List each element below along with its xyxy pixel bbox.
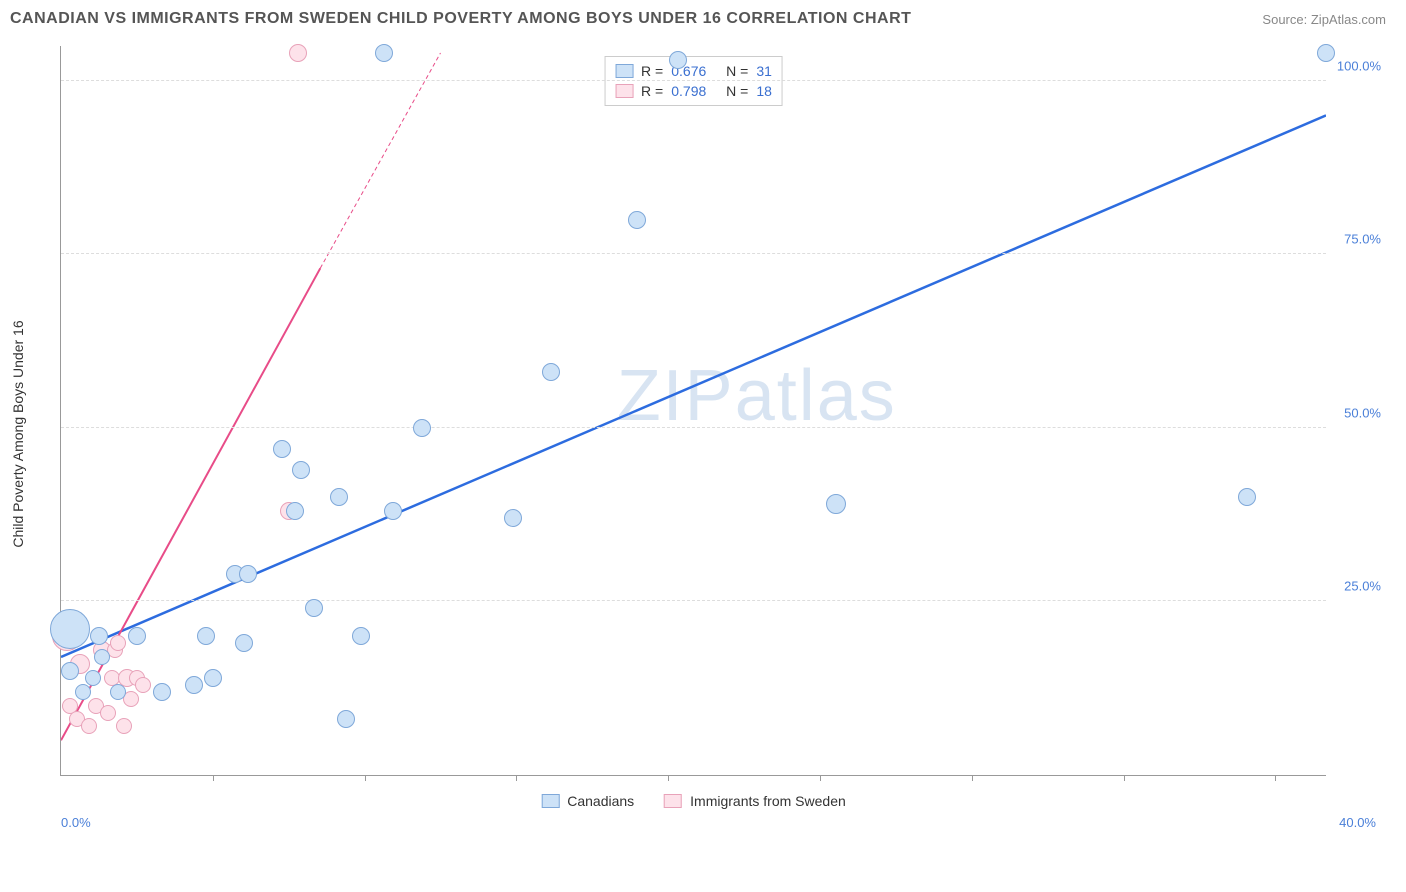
legend-row-canadians: R = 0.676 N = 31 (615, 61, 772, 81)
x-tick-mark (668, 775, 669, 781)
n-label: N = (726, 83, 748, 99)
swatch-pink (615, 84, 633, 98)
watermark-atlas: atlas (735, 356, 897, 436)
data-point-blue (1317, 44, 1335, 62)
watermark: ZIPatlas (617, 355, 897, 437)
source-link[interactable]: ZipAtlas.com (1311, 12, 1386, 27)
data-point-blue (153, 683, 171, 701)
data-point-blue (413, 419, 431, 437)
legend-row-sweden: R = 0.798 N = 18 (615, 81, 772, 101)
watermark-zip: ZIP (617, 356, 735, 436)
data-point-blue (669, 51, 687, 69)
data-point-blue (375, 44, 393, 62)
legend-item-canadians: Canadians (541, 793, 634, 809)
x-tick-mark (820, 775, 821, 781)
data-point-blue (85, 670, 101, 686)
x-tick-mark (972, 775, 973, 781)
data-point-blue (504, 509, 522, 527)
data-point-blue (292, 461, 310, 479)
swatch-blue (615, 64, 633, 78)
y-tick-label: 100.0% (1337, 58, 1381, 73)
r-label: R = (641, 63, 663, 79)
x-tick-mark (1275, 775, 1276, 781)
x-tick-mark (516, 775, 517, 781)
y-tick-label: 75.0% (1344, 232, 1381, 247)
data-point-blue (204, 669, 222, 687)
data-point-blue (542, 363, 560, 381)
x-tick-mark (365, 775, 366, 781)
chart-title: CANADIAN VS IMMIGRANTS FROM SWEDEN CHILD… (10, 10, 911, 28)
y-gridline (61, 427, 1326, 428)
r-value-pink: 0.798 (671, 83, 706, 99)
data-point-blue (305, 599, 323, 617)
swatch-pink (664, 794, 682, 808)
data-point-blue (628, 211, 646, 229)
data-point-blue (1238, 488, 1256, 506)
data-point-blue (94, 649, 110, 665)
data-point-blue (384, 502, 402, 520)
chart-area: Child Poverty Among Boys Under 16 ZIPatl… (50, 36, 1386, 816)
legend-item-sweden: Immigrants from Sweden (664, 793, 846, 809)
y-gridline (61, 600, 1326, 601)
data-point-pink (135, 677, 151, 693)
x-tick-label-min: 0.0% (61, 815, 91, 830)
swatch-blue (541, 794, 559, 808)
data-point-blue (286, 502, 304, 520)
chart-header: CANADIAN VS IMMIGRANTS FROM SWEDEN CHILD… (0, 0, 1406, 36)
data-point-blue (273, 440, 291, 458)
y-gridline (61, 80, 1326, 81)
data-point-blue (826, 494, 846, 514)
data-point-pink (100, 705, 116, 721)
n-label: N = (726, 63, 748, 79)
data-point-pink (110, 635, 126, 651)
x-tick-mark (213, 775, 214, 781)
y-axis-label: Child Poverty Among Boys Under 16 (10, 320, 26, 547)
x-tick-label-max: 40.0% (1339, 815, 1376, 830)
correlation-legend: R = 0.676 N = 31 R = 0.798 N = 18 (604, 56, 783, 106)
data-point-pink (116, 718, 132, 734)
y-tick-label: 25.0% (1344, 579, 1381, 594)
data-point-blue (352, 627, 370, 645)
legend-label-blue: Canadians (567, 793, 634, 809)
data-point-blue (110, 684, 126, 700)
source-label: Source: (1262, 12, 1307, 27)
trend-lines (61, 46, 1326, 775)
data-point-pink (81, 718, 97, 734)
data-point-blue (197, 627, 215, 645)
r-label: R = (641, 83, 663, 99)
n-value-pink: 18 (756, 83, 772, 99)
legend-label-pink: Immigrants from Sweden (690, 793, 846, 809)
data-point-blue (239, 565, 257, 583)
data-point-blue (235, 634, 253, 652)
plot-region: ZIPatlas R = 0.676 N = 31 R = 0.798 N = … (60, 46, 1326, 776)
series-legend: Canadians Immigrants from Sweden (541, 793, 846, 809)
data-point-blue (50, 609, 90, 649)
data-point-pink (289, 44, 307, 62)
x-tick-mark (1124, 775, 1125, 781)
source-attribution: Source: ZipAtlas.com (1262, 12, 1386, 27)
data-point-blue (75, 684, 91, 700)
data-point-blue (330, 488, 348, 506)
y-tick-label: 50.0% (1344, 405, 1381, 420)
n-value-blue: 31 (756, 63, 772, 79)
data-point-blue (90, 627, 108, 645)
data-point-blue (337, 710, 355, 728)
data-point-blue (185, 676, 203, 694)
y-gridline (61, 253, 1326, 254)
data-point-blue (61, 662, 79, 680)
data-point-blue (128, 627, 146, 645)
